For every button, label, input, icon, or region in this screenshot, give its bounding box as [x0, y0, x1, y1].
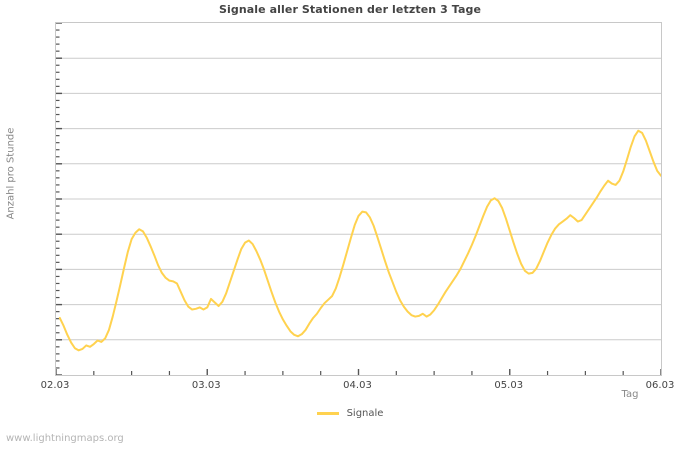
axis-ticks	[56, 23, 661, 375]
legend-color-swatch	[316, 412, 339, 415]
gridlines	[56, 57, 661, 341]
legend-item-label: Signale	[346, 408, 384, 419]
plot-svg	[56, 23, 661, 375]
y-axis-label: Anzahl pro Stunde	[5, 127, 17, 220]
x-tick-label: 06.03	[645, 380, 675, 391]
data-series-group	[58, 129, 661, 352]
x-tick-label: 04.03	[343, 380, 372, 391]
x-tick-label: 03.03	[191, 380, 221, 391]
x-axis-label: Tag	[621, 389, 639, 400]
x-tick-label: 05.03	[494, 380, 524, 391]
x-tick-label: 02.03	[40, 380, 70, 391]
chart-legend: Signale	[0, 408, 700, 420]
legend-item-signale: Signale	[316, 408, 384, 420]
watermark-text: www.lightningmaps.org	[6, 433, 124, 444]
chart-title: Signale aller Stationen der letzten 3 Ta…	[218, 3, 482, 16]
plot-area	[55, 22, 662, 376]
series-line-signale	[58, 129, 661, 352]
